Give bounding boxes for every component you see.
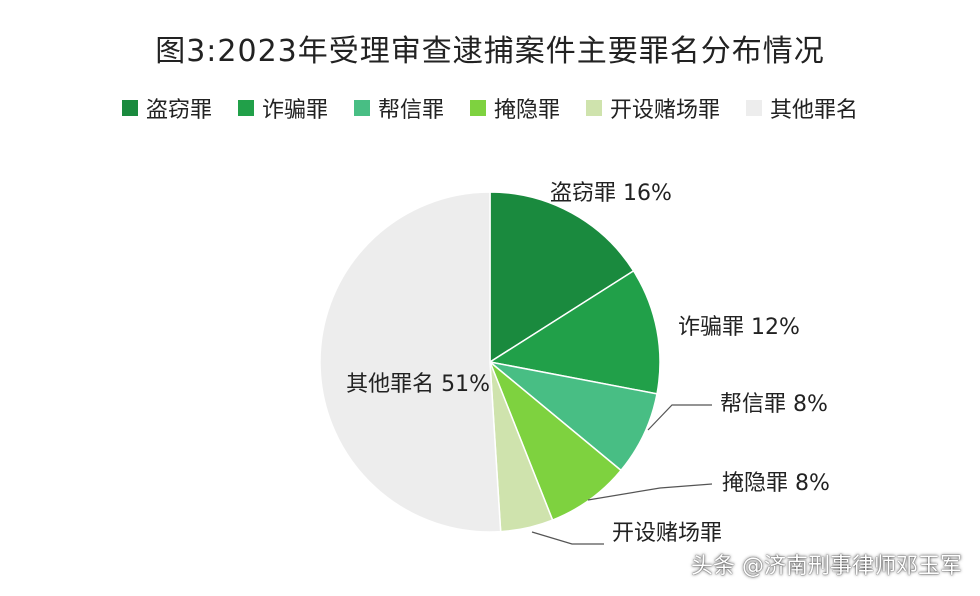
legend-swatch bbox=[121, 100, 138, 116]
pie-slice bbox=[487, 269, 661, 395]
legend-swatch bbox=[237, 100, 254, 116]
legend-swatch bbox=[353, 100, 370, 116]
watermark-text: 头条 @济南刑事律师邓玉军 bbox=[691, 554, 962, 579]
slice-data-label: 掩隐罪 8% bbox=[722, 471, 830, 496]
slice-data-label: 诈骗罪 12% bbox=[678, 315, 800, 340]
pie-slice bbox=[489, 191, 635, 364]
legend-item-concealing: 掩隐罪 bbox=[470, 92, 560, 124]
chart-title: 图3:2023年受理审查逮捕案件主要罪名分布情况 bbox=[155, 34, 825, 69]
legend-item-fraud: 诈骗罪 bbox=[237, 92, 328, 124]
leader-line bbox=[647, 404, 712, 431]
slice-data-label: 其他罪名 51% bbox=[346, 372, 490, 397]
chart-legend: 盗窃罪 诈骗罪 帮信罪 掩隐罪 开设赌场罪 其他罪名 bbox=[0, 92, 980, 124]
slice-data-label: 帮信罪 8% bbox=[720, 392, 828, 417]
legend-label: 帮信罪 bbox=[377, 98, 444, 123]
legend-item-helping-crime: 帮信罪 bbox=[353, 92, 444, 124]
slice-data-label: 开设赌场罪 bbox=[612, 521, 722, 546]
legend-swatch bbox=[746, 100, 763, 116]
legend-label: 盗窃罪 bbox=[145, 98, 212, 123]
slice-data-label: 盗窃罪 16% bbox=[550, 181, 672, 206]
legend-label: 掩隐罪 bbox=[494, 98, 561, 123]
legend-swatch bbox=[586, 100, 603, 116]
legend-label: 其他罪名 bbox=[770, 98, 859, 123]
pie-slice bbox=[319, 191, 502, 533]
legend-label: 诈骗罪 bbox=[261, 98, 328, 123]
leader-line bbox=[531, 531, 604, 545]
legend-label: 开设赌场罪 bbox=[610, 98, 721, 123]
legend-item-other: 其他罪名 bbox=[746, 92, 858, 124]
legend-item-gambling: 开设赌场罪 bbox=[586, 92, 720, 124]
legend-item-theft: 盗窃罪 bbox=[121, 92, 212, 124]
leader-line bbox=[587, 483, 713, 501]
legend-swatch bbox=[470, 100, 486, 116]
